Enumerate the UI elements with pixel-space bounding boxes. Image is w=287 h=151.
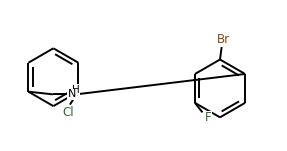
Text: H: H: [72, 85, 80, 95]
Text: Br: Br: [217, 33, 230, 46]
Text: N: N: [68, 89, 76, 99]
Text: Cl: Cl: [62, 106, 74, 119]
Text: F: F: [205, 111, 211, 124]
